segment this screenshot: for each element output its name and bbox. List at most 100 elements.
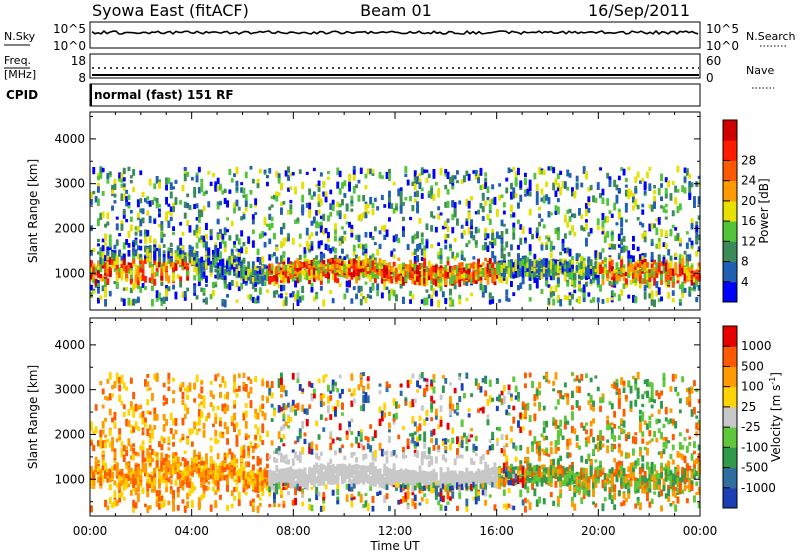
echo-cell [322,299,325,306]
echo-cell [271,223,274,228]
echo-cell [393,182,396,186]
echo-cell [306,228,309,236]
echo-cell [343,294,346,300]
echo-cell [571,294,574,299]
echo-cell [252,220,255,225]
echo-cell [106,212,109,219]
echo-cell [111,437,114,444]
echo-cell [510,244,513,250]
echo-cell [172,186,175,189]
echo-cell [123,168,126,174]
echo-cell [557,277,560,284]
echo-cell [585,238,588,241]
echo-cell [245,194,248,201]
echo-cell [121,224,124,231]
echo-cell [114,200,117,203]
power-ylabel: Slant Range [km] [26,159,40,263]
echo-cell [519,195,522,202]
echo-cell [104,418,107,421]
echo-cell [372,284,375,291]
echo-cell [343,236,346,241]
echo-cell [677,277,680,280]
echo-cell [592,297,595,302]
echo-cell [125,190,128,194]
echo-cell [289,204,292,209]
echo-cell [106,221,109,225]
echo-cell [512,233,515,240]
echo-cell [114,451,117,458]
echo-cell [226,229,229,232]
echo-cell [644,191,647,195]
echo-cell [433,216,436,219]
echo-cell [116,217,119,220]
echo-cell [550,253,553,259]
echo-cell [660,297,663,302]
echo-cell [641,178,644,182]
echo-cell [297,218,300,222]
echo-cell [365,282,368,285]
echo-cell [681,258,684,266]
echo-cell [315,294,318,299]
echo-cell [665,188,668,194]
echo-cell [665,209,668,213]
echo-cell [205,284,208,287]
echo-cell [257,249,260,256]
echo-cell [501,239,504,244]
echo-cell [198,227,201,234]
echo-cell [128,484,131,488]
echo-cell [494,238,497,246]
echo-cell [667,292,670,299]
echo-cell [275,196,278,202]
echo-cell [477,210,480,215]
echo-cell [205,191,208,195]
echo-cell [463,230,466,236]
echo-cell [491,299,494,304]
echo-cell [99,173,102,179]
echo-cell [482,262,485,266]
echo-cell [250,166,253,170]
echo-cell [153,425,156,430]
echo-cell [573,273,576,279]
echo-cell [186,194,189,198]
echo-cell [308,189,311,196]
echo-cell [660,197,663,200]
echo-cell [421,188,424,192]
echo-cell [259,169,262,174]
echo-cell [123,177,126,181]
echo-cell [632,244,635,250]
echo-cell [512,292,515,296]
echo-cell [109,240,112,248]
echo-cell [597,275,600,278]
echo-cell [196,242,199,248]
echo-cell [266,182,269,187]
echo-cell [444,298,447,304]
echo-cell [491,264,494,268]
echo-cell [142,431,145,435]
echo-cell [393,255,396,259]
echo-cell [655,228,658,236]
echo-cell [397,238,400,243]
echo-cell [294,187,297,195]
echo-cell [386,287,389,290]
echo-cell [175,264,178,271]
echo-cell [402,297,405,304]
echo-cell [360,299,363,306]
echo-cell [186,271,189,274]
power-colorbar-label: Power [dB] [757,178,771,243]
echo-cell [557,283,560,287]
echo-cell [472,235,475,241]
echo-cell [151,458,154,463]
echo-cell [470,293,473,297]
echo-cell [224,247,227,252]
echo-cell [165,197,168,205]
echo-cell [318,181,321,187]
echo-cell [538,236,541,241]
echo-cell [625,185,628,188]
echo-cell [118,385,121,392]
echo-cell [550,286,553,290]
echo-cell [426,178,429,183]
echo-cell [301,286,304,293]
echo-cell [355,184,358,188]
echo-cell [198,167,201,170]
echo-cell [695,251,698,257]
